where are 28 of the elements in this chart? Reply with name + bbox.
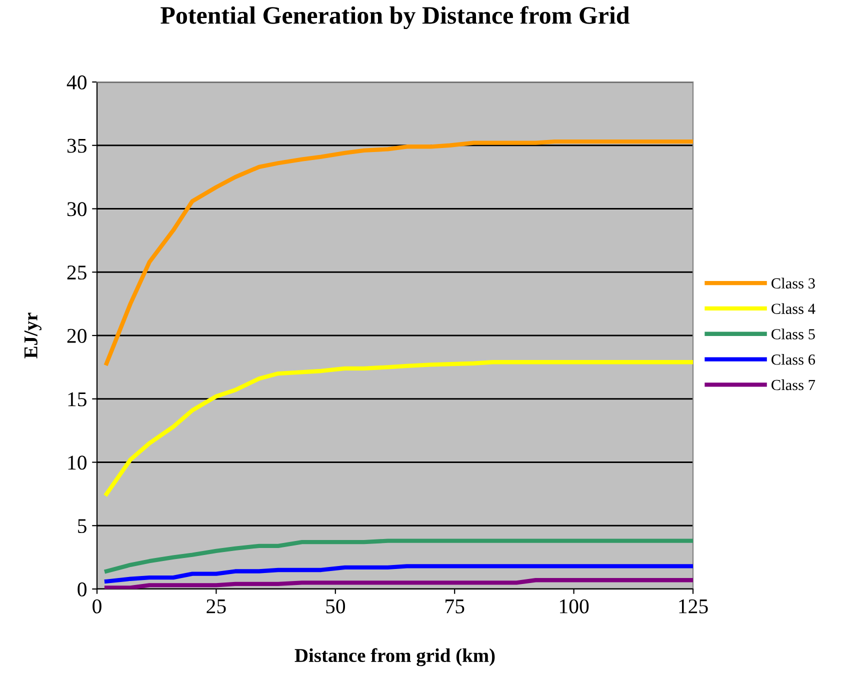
line-series: [104, 139, 693, 366]
line-series: [104, 538, 693, 574]
legend-label: Class 6: [772, 354, 816, 365]
y-tick-label: 25: [67, 266, 86, 280]
x-axis-title: Distance from grid (km): [294, 648, 495, 666]
y-tick-label: 10: [68, 456, 86, 470]
y-tick-label: 40: [66, 75, 86, 90]
y-tick-label: 15: [68, 392, 86, 406]
x-tick-label: 100: [560, 599, 589, 614]
legend-label: Class 5: [772, 328, 815, 340]
y-tick-label: 5: [78, 519, 86, 534]
legend-label: Class 3: [772, 278, 815, 289]
legend-label: Class 7: [772, 379, 816, 390]
x-tick-label: 50: [326, 599, 346, 614]
line-series: [104, 578, 693, 589]
line-series: [104, 360, 693, 496]
y-tick-label: 20: [67, 328, 86, 343]
y-tick-label: 35: [67, 138, 86, 153]
line-series: [104, 564, 693, 584]
x-tick-label: 0: [92, 599, 102, 614]
x-tick-label: 25: [206, 599, 226, 614]
y-tick-label: 30: [67, 202, 86, 216]
y-tick-label: 0: [78, 582, 86, 596]
legend-label: Class 4: [772, 303, 816, 314]
y-axis-title: EJ/yr: [24, 312, 42, 358]
x-tick-label: 125: [679, 599, 708, 614]
x-tick-label: 75: [446, 600, 464, 614]
chart-title: Potential Generation by Distance from Grid: [160, 6, 630, 30]
